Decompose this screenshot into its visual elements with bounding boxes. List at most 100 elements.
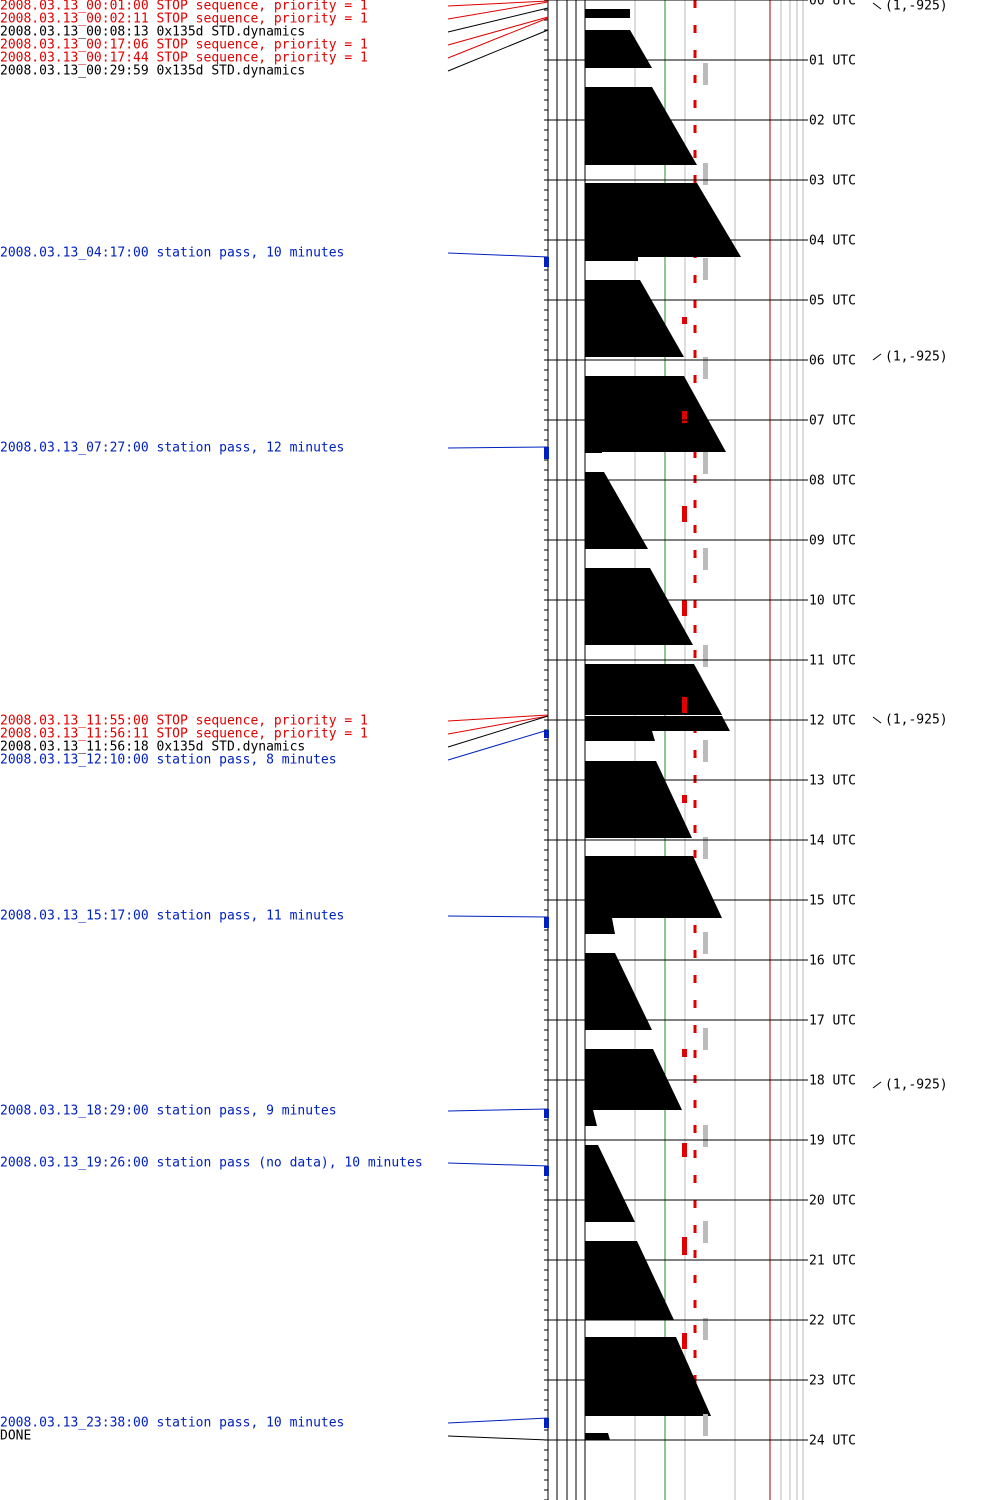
event-connector [447,1417,549,1424]
hour-label: 10 UTC [809,594,856,609]
activity-block [585,280,684,357]
red-mark [682,1333,687,1349]
red-mark [682,1049,687,1057]
pass-marker [544,1166,549,1176]
activity-block [585,918,615,934]
event-label: 2008.03.13_07:27:00 station pass, 12 min… [0,441,344,456]
activity-block [585,376,726,452]
activity-block [585,9,630,18]
gray-dash [703,645,708,667]
gray-dash [703,452,708,474]
hour-label: 03 UTC [809,174,856,189]
gray-dash [703,837,708,859]
hour-label: 21 UTC [809,1254,856,1269]
hour-label: 16 UTC [809,954,856,969]
activity-block [585,472,648,549]
hour-label: 18 UTC [809,1074,856,1089]
gray-dash [703,63,708,85]
gray-dash [703,258,708,280]
event-label: 2008.03.13_11:56:11 STOP sequence, prior… [0,727,368,742]
hour-label: 13 UTC [809,774,856,789]
pass-marker [544,730,549,738]
activity-block [585,1145,635,1222]
event-label: 2008.03.13_23:38:00 station pass, 10 min… [0,1416,344,1431]
annotation: (1,-925) [885,713,948,728]
activity-block [585,1241,674,1320]
red-mark [682,506,687,522]
hour-label: 02 UTC [809,114,856,129]
activity-block [585,1433,610,1440]
gray-dash [703,1125,708,1147]
hour-label: 17 UTC [809,1014,856,1029]
event-connector [447,715,549,735]
red-mark [682,697,687,713]
activity-block [585,183,741,257]
event-connector [447,1162,549,1167]
event-label: 2008.03.13_11:55:00 STOP sequence, prior… [0,714,368,729]
gray-dash [703,1318,708,1340]
event-label: 2008.03.13_19:26:00 station pass (no dat… [0,1156,423,1171]
hour-label: 15 UTC [809,894,856,909]
gray-dash [703,1028,708,1050]
hour-label: 06 UTC [809,354,856,369]
hour-label: 12 UTC [809,714,856,729]
hour-label: 00 UTC [809,0,856,9]
gray-dash [703,1221,708,1243]
red-mark [682,1143,687,1157]
hour-label: 09 UTC [809,534,856,549]
hour-label: 08 UTC [809,474,856,489]
event-connector [447,715,549,748]
red-mark [682,1237,687,1255]
event-label: 2008.03.13_15:17:00 station pass, 11 min… [0,909,344,924]
annotation: (1,-925) [885,0,948,14]
annotation-tick [872,1081,882,1089]
red-mark [682,411,687,423]
event-connector [447,29,549,72]
hour-label: 20 UTC [809,1194,856,1209]
event-label: 2008.03.13_18:29:00 station pass, 9 minu… [0,1104,337,1119]
hour-label: 14 UTC [809,834,856,849]
activity-block [585,731,655,741]
annotation-tick [872,2,882,10]
annotation: (1,-925) [885,350,948,365]
hour-label: 01 UTC [809,54,856,69]
event-connector [447,446,549,449]
pass-marker [544,1109,549,1118]
activity-block [585,664,722,715]
event-label: 2008.03.13_04:17:00 station pass, 10 min… [0,246,344,261]
event-connector [447,17,549,59]
event-label: 2008.03.13_11:56:18 0x135d STD.dynamics [0,740,305,755]
hour-label: 11 UTC [809,654,856,669]
activity-block [585,452,602,453]
activity-block [585,87,697,165]
event-connector [447,0,549,7]
pass-marker [544,1418,549,1428]
hour-label: 04 UTC [809,234,856,249]
annotation-tick [872,716,882,724]
activity-block [585,568,693,645]
event-connector [447,252,549,258]
event-label: 2008.03.13_00:01:00 STOP sequence, prior… [0,0,368,14]
event-connector [447,915,549,918]
event-label: 2008.03.13_00:29:59 0x135d STD.dynamics [0,64,305,79]
hour-label: 23 UTC [809,1374,856,1389]
hour-label: 05 UTC [809,294,856,309]
gray-dash [703,548,708,570]
event-connector [447,714,549,722]
gray-dash [703,740,708,762]
event-connector [447,1108,549,1112]
red-mark [682,317,687,324]
event-label: 2008.03.13_00:17:06 STOP sequence, prior… [0,38,368,53]
hour-label: 19 UTC [809,1134,856,1149]
activity-block [585,1110,597,1126]
annotation: (1,-925) [885,1078,948,1093]
event-connector [447,1,549,20]
gray-dash [703,163,708,185]
event-label: 2008.03.13_00:17:44 STOP sequence, prior… [0,51,368,66]
activity-block [585,30,652,68]
event-connector [447,16,549,46]
event-label: 2008.03.13_12:10:00 station pass, 8 minu… [0,753,337,768]
activity-block [585,257,638,261]
hour-label: 24 UTC [809,1434,856,1449]
